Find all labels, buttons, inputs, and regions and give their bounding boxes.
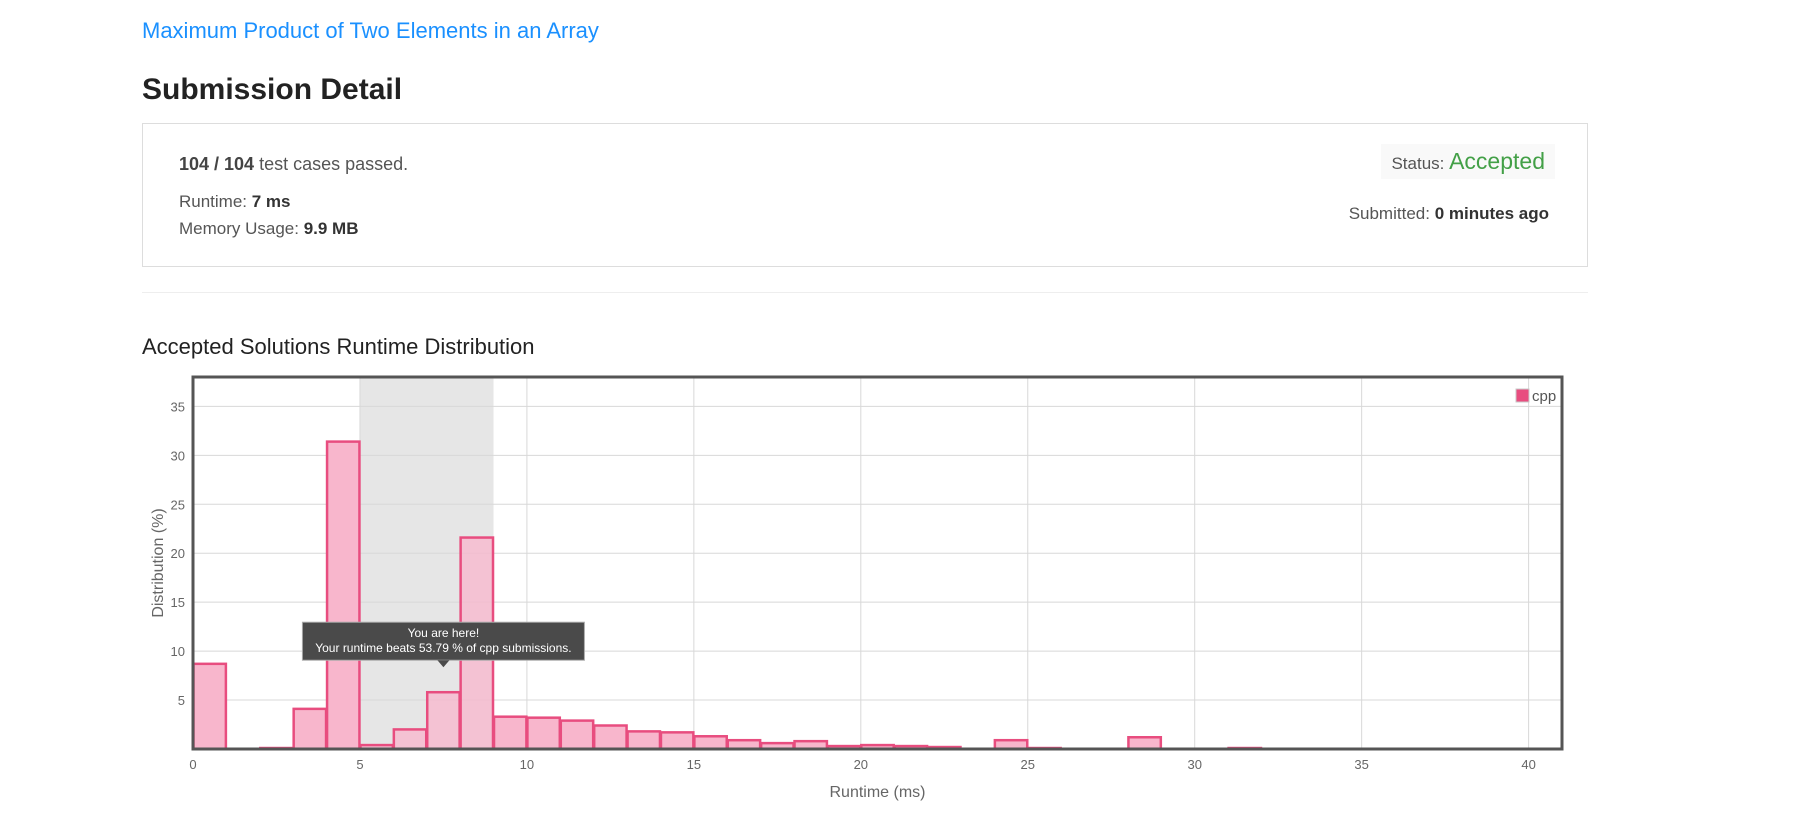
memory-row: Memory Usage: 9.9 MB bbox=[179, 219, 359, 239]
test-cases-count: 104 / 104 bbox=[179, 154, 255, 174]
y-tick-label: 30 bbox=[171, 448, 185, 463]
histogram-bar bbox=[192, 662, 228, 751]
runtime-distribution-chart: 0 5 10 15 20 25 30 35 40 5 10 15 20 25 30 35 Runtime (ms… bbox=[140, 372, 1600, 822]
x-tick-label: 25 bbox=[1021, 757, 1035, 772]
histogram-bar bbox=[492, 715, 528, 751]
y-tick-label: 35 bbox=[171, 399, 185, 414]
y-axis-label: Distribution (%) bbox=[150, 508, 167, 617]
chart-svg: 0 5 10 15 20 25 30 35 40 5 10 15 20 25 30 35 Runtime (ms… bbox=[150, 375, 1564, 801]
x-tick-label: 40 bbox=[1521, 757, 1535, 772]
chart-section-title: Accepted Solutions Runtime Distribution bbox=[142, 334, 535, 359]
x-tick-label: 20 bbox=[854, 757, 868, 772]
x-tick-label: 15 bbox=[687, 757, 701, 772]
section-divider bbox=[142, 292, 1588, 293]
submission-summary-panel: 104 / 104 test cases passed. Runtime: 7 … bbox=[142, 123, 1588, 267]
y-tick-label: 15 bbox=[171, 595, 185, 610]
histogram-bar bbox=[592, 724, 628, 751]
tooltip-arrow bbox=[437, 660, 450, 668]
x-tick-label: 30 bbox=[1187, 757, 1201, 772]
tooltip-box bbox=[301, 621, 585, 661]
x-axis-label: Runtime (ms) bbox=[829, 784, 925, 801]
runtime-label: Runtime: bbox=[179, 192, 252, 211]
status-badge: Accepted bbox=[1449, 148, 1545, 174]
x-tick-label: 0 bbox=[189, 757, 196, 772]
test-cases-summary: 104 / 104 test cases passed. bbox=[179, 154, 408, 175]
submitted-row: Submitted: 0 minutes ago bbox=[1349, 204, 1549, 224]
runtime-value: 7 ms bbox=[251, 192, 291, 211]
x-tick-label: 10 bbox=[520, 757, 534, 772]
histogram-bar bbox=[425, 690, 461, 751]
histogram-bar bbox=[292, 707, 328, 751]
tooltip-line-2: Your runtime beats 53.79 % of cpp submis… bbox=[315, 641, 571, 655]
legend-swatch bbox=[1515, 388, 1530, 403]
test-cases-text: test cases passed. bbox=[254, 154, 409, 174]
page-title: Submission Detail bbox=[142, 73, 403, 106]
problem-title-link[interactable]: Maximum Product of Two Elements in an Ar… bbox=[142, 18, 599, 43]
legend-label: cpp bbox=[1532, 388, 1556, 405]
tooltip-line-1: You are here! bbox=[408, 626, 480, 640]
y-tick-label: 20 bbox=[171, 546, 185, 561]
status-label: Status: bbox=[1391, 154, 1450, 173]
x-tick-label: 5 bbox=[356, 757, 363, 772]
submitted-value: 0 minutes ago bbox=[1434, 204, 1549, 223]
submitted-label: Submitted: bbox=[1348, 204, 1435, 223]
histogram-bar bbox=[392, 728, 428, 751]
histogram-bar bbox=[659, 731, 695, 751]
plot-frame bbox=[191, 375, 1564, 751]
histogram-bar bbox=[693, 735, 728, 751]
runtime-row: Runtime: 7 ms bbox=[179, 192, 291, 212]
memory-label: Memory Usage: bbox=[179, 219, 304, 238]
y-tick-label: 25 bbox=[171, 497, 185, 512]
histogram-bar bbox=[559, 719, 595, 751]
y-tick-label: 5 bbox=[178, 693, 185, 708]
y-tick-label: 10 bbox=[171, 644, 185, 659]
histogram-bar bbox=[526, 716, 562, 751]
histogram-bar bbox=[626, 730, 662, 751]
x-tick-label: 35 bbox=[1354, 757, 1368, 772]
status-box: Status: Accepted bbox=[1381, 144, 1555, 179]
memory-value: 9.9 MB bbox=[303, 219, 359, 238]
histogram-bar bbox=[325, 440, 361, 751]
histogram-bar bbox=[1127, 736, 1163, 751]
